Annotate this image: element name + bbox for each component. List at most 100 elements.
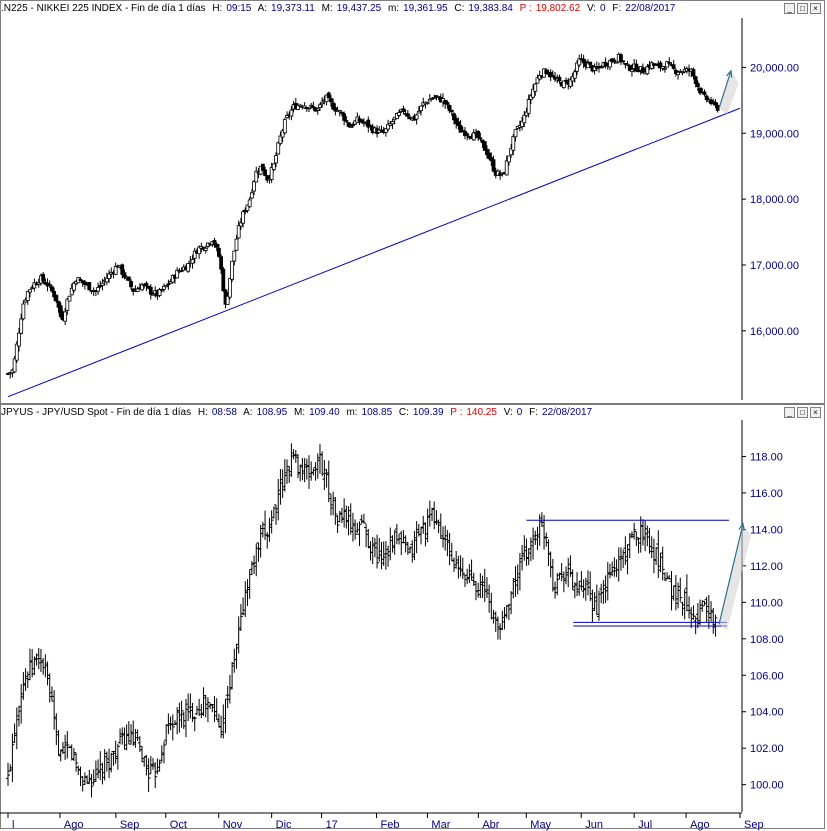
- nikkei-candle-body: [214, 243, 219, 248]
- nikkei-candle-body: [695, 83, 700, 88]
- nikkei-candle-body: [25, 291, 30, 302]
- nikkei-candle-body: [561, 80, 566, 89]
- nikkei-candle-body: [581, 58, 586, 64]
- top-m-value: 19,437.25: [336, 3, 382, 14]
- x-tick-label: Mar: [431, 819, 450, 831]
- jpyusd-y-tick-label: 108.00: [750, 634, 784, 646]
- bottom-p-label: P :: [450, 407, 463, 418]
- nikkei-candle-body: [531, 88, 535, 98]
- x-tick-label: Jul: [638, 819, 652, 831]
- nikkei-candle-body: [252, 181, 256, 192]
- nikkei-candle-body: [241, 211, 245, 224]
- nikkei-candle-body: [276, 142, 281, 155]
- top-maximize-button[interactable]: □: [797, 3, 808, 14]
- nikkei-candle-body: [175, 269, 180, 279]
- nikkei-candle-body: [346, 122, 351, 127]
- nikkei-candle-body: [162, 285, 166, 290]
- top-minimize-button[interactable]: _: [784, 3, 795, 14]
- bottom-a-label: A:: [243, 407, 253, 418]
- x-tick-label: 17: [326, 819, 338, 831]
- nikkei-candle-body: [96, 287, 100, 292]
- nikkei-candle-body: [575, 62, 579, 72]
- nikkei-candle-body: [337, 110, 342, 113]
- nikkei-candle-body: [533, 83, 538, 92]
- nikkei-candle-body: [309, 104, 314, 107]
- nikkei-candle-body: [522, 114, 527, 124]
- nikkei-candle-body: [665, 61, 669, 68]
- top-c-value: 19,383.84: [468, 3, 513, 14]
- nikkei-candle-body: [254, 170, 259, 183]
- top-lo-value: 19,361.95: [403, 3, 448, 14]
- bottom-close-button[interactable]: ×: [810, 407, 821, 418]
- nikkei-candle-body: [285, 115, 289, 119]
- bottom-minimize-button[interactable]: _: [784, 407, 795, 418]
- nikkei-candle-body: [416, 110, 421, 114]
- x-tick-label: May: [530, 819, 551, 831]
- nikkei-candle-body: [56, 300, 61, 308]
- top-close-button[interactable]: ×: [810, 3, 821, 14]
- nikkei-candle-body: [100, 282, 105, 286]
- nikkei-candle-body: [489, 157, 494, 162]
- nikkei-candle-body: [663, 67, 667, 70]
- nikkei-candle-body: [445, 102, 450, 105]
- bottom-p-value: 140.25: [466, 407, 497, 418]
- bottom-f-value: 22/08/2017: [542, 407, 593, 418]
- bottom-maximize-button[interactable]: □: [797, 407, 808, 418]
- nikkei-candle-body: [397, 112, 401, 116]
- nikkei-candle-body: [274, 155, 278, 164]
- bottom-v-value: 0: [516, 407, 523, 418]
- nikkei-arrow-shadow: [719, 70, 740, 115]
- nikkei-candle-body: [190, 258, 195, 264]
- nikkei-candle-body: [296, 104, 300, 110]
- nikkei-candle-body: [263, 169, 267, 176]
- bottom-m-value: 109.40: [309, 407, 340, 418]
- top-panel-title: .N225 - NIKKEI 225 INDEX - Fin de día 1 …: [1, 3, 206, 14]
- nikkei-y-tick-label: 20,000.00: [750, 62, 799, 74]
- nikkei-candle-body: [104, 277, 109, 283]
- jpyusd-y-tick-label: 118.00: [750, 451, 783, 463]
- nikkei-candle-body: [21, 303, 26, 320]
- nikkei-candle-body: [458, 125, 463, 133]
- nikkei-candle-body: [221, 268, 226, 292]
- nikkei-candle-body: [87, 282, 92, 291]
- bottom-c-label: C:: [398, 407, 409, 418]
- nikkei-candle-body: [621, 60, 626, 63]
- nikkei-candle-body: [192, 250, 197, 259]
- nikkei-candle-body: [691, 69, 696, 77]
- x-tick-label: Sep: [120, 819, 140, 831]
- nikkei-candle-body: [630, 69, 634, 72]
- nikkei-candle-body: [454, 118, 459, 124]
- nikkei-candle-body: [636, 69, 641, 73]
- top-f-label: F:: [612, 3, 622, 14]
- nikkei-candle-body: [577, 58, 582, 66]
- nikkei-candle-body: [513, 129, 518, 138]
- nikkei-candle-body: [676, 71, 680, 76]
- nikkei-candle-body: [550, 75, 555, 77]
- nikkei-candle-body: [704, 95, 709, 100]
- x-tick-label: Oct: [170, 819, 187, 831]
- nikkei-candle-body: [430, 98, 434, 100]
- jpyusd-arrow-shadow: [719, 523, 751, 631]
- nikkei-candle-body: [394, 113, 399, 120]
- nikkei-candle-body: [331, 102, 336, 110]
- jpyusd-y-tick-label: 112.00: [750, 561, 783, 573]
- nikkei-candle-body: [588, 61, 593, 65]
- nikkei-candle-body: [344, 119, 349, 122]
- nikkei-candle-body: [427, 98, 432, 102]
- nikkei-candle-body: [485, 148, 489, 156]
- nikkei-candle-body: [249, 192, 254, 199]
- nikkei-y-tick-label: 16,000.00: [750, 326, 799, 338]
- nikkei-candle-body: [667, 61, 672, 64]
- nikkei-candle-body: [278, 135, 283, 145]
- bottom-h-value: 08:58: [211, 407, 237, 418]
- x-tick-label: Sep: [744, 819, 764, 831]
- panel-divider[interactable]: [0, 403, 825, 405]
- top-p-value: 19,802.62: [535, 3, 581, 14]
- nikkei-candle-body: [509, 148, 514, 156]
- nikkei-candle-body: [568, 79, 573, 87]
- bottom-lo-label: m:: [346, 407, 358, 418]
- nikkei-candle-body: [247, 199, 252, 208]
- nikkei-candle-body: [164, 285, 169, 288]
- nikkei-candle-body: [713, 101, 718, 106]
